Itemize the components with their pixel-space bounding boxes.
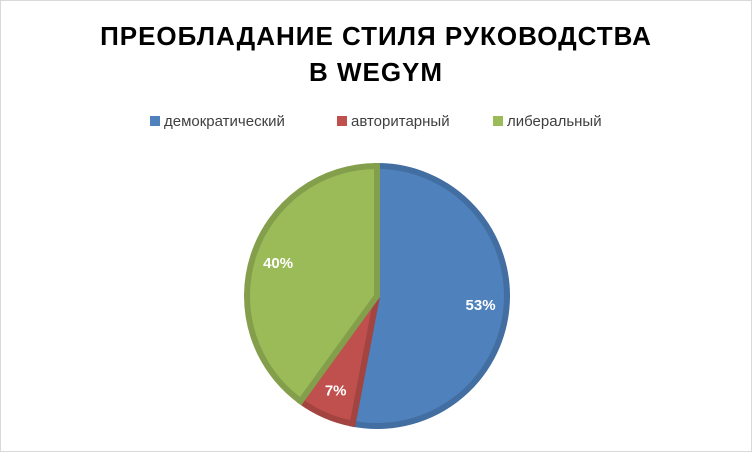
legend-label: демократический <box>164 113 285 130</box>
legend-label: либеральный <box>507 113 602 130</box>
data-label: 7% <box>325 382 347 399</box>
legend-swatch <box>337 116 347 126</box>
pie-slice <box>349 162 510 429</box>
data-label: 53% <box>466 297 496 314</box>
legend-swatch <box>150 116 160 126</box>
data-label: 40% <box>263 255 293 272</box>
pie-slice <box>244 162 380 406</box>
legend-label: авторитарный <box>351 113 450 130</box>
chart-title: ПРЕОБЛАДАНИЕ СТИЛЯ РУКОВОДСТВА В WEGYM <box>100 21 652 87</box>
legend-swatch <box>493 116 503 126</box>
